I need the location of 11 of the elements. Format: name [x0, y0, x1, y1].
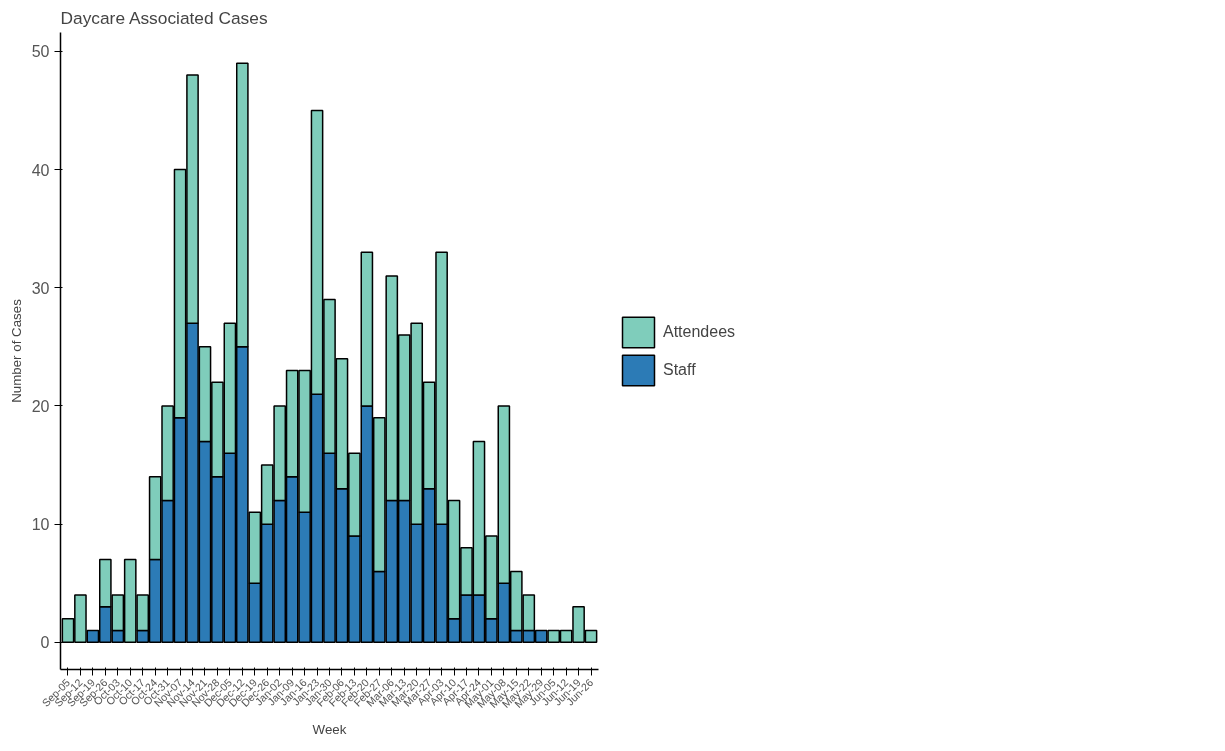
- x-axis-title: Week: [312, 722, 347, 738]
- y-tick-label: 20: [31, 397, 50, 415]
- y-tick-label: 10: [31, 516, 50, 534]
- y-axis-title: Number of Cases: [8, 298, 24, 403]
- chart-title: Daycare Associated Cases: [60, 7, 268, 28]
- y-tick-label: 0: [40, 634, 50, 652]
- legend-label: Attendees: [663, 322, 736, 341]
- y-tick-label: 40: [31, 161, 50, 179]
- y-tick-label: 30: [31, 279, 50, 297]
- y-tick-label: 50: [31, 43, 50, 61]
- legend-label: Staff: [663, 360, 696, 379]
